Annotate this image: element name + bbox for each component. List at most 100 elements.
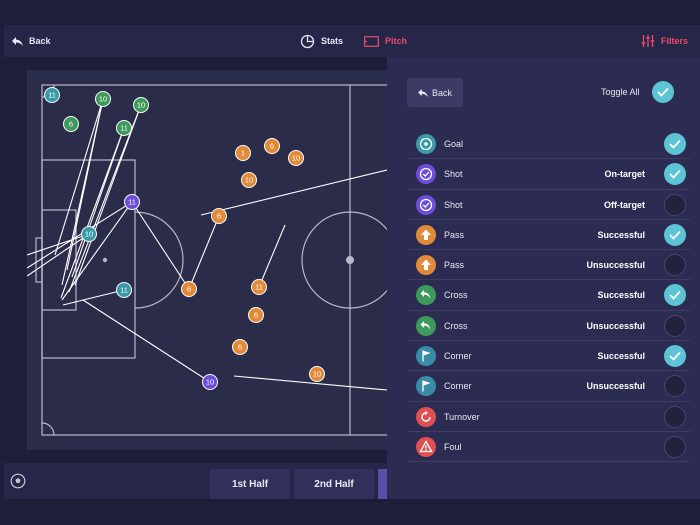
event-line [131,201,190,290]
filter-row-shot-on-target[interactable]: Shot On-target [407,159,690,190]
filter-checkbox[interactable] [664,193,686,216]
filter-row-corner-unsuccessful[interactable]: Corner Unsuccessful [407,371,690,402]
player-marker[interactable]: 6 [211,208,227,224]
filters-button[interactable]: Filters [641,25,688,57]
filter-checkbox[interactable] [664,435,686,458]
event-lines [27,98,387,391]
filter-checkbox[interactable] [664,375,686,398]
filter-checkbox[interactable] [664,133,686,155]
player-number: 10 [137,101,145,110]
player-number: 11 [48,91,56,100]
filter-label: Turnover [444,411,480,422]
goal-area [41,209,77,311]
corner-flag-icon [416,346,436,367]
filter-checkbox[interactable] [664,314,686,337]
player-number: 11 [120,286,128,295]
toggle-all-checkbox[interactable] [652,81,674,103]
player-marker[interactable]: 11 [116,120,132,136]
filter-row-corner-successful[interactable]: Corner Successful [407,341,690,372]
player-marker[interactable]: 10 [202,374,218,390]
filter-row-cross-successful[interactable]: Cross Successful [407,280,690,311]
player-marker[interactable]: 10 [241,172,257,188]
pitch-map: 11 10 10 6 11 11 10 11 1 6 10 10 6 6 11 6 6 10 10 [27,70,387,450]
toggle-all-label: Toggle All [601,87,640,97]
filter-row-pass-successful[interactable]: Pass Successful [407,220,690,251]
first-half-button[interactable]: 1st Half [210,469,290,499]
player-number: 11 [255,283,263,292]
goal [35,237,43,283]
filter-label: Foul [444,441,462,452]
filter-checkbox[interactable] [664,163,686,186]
corner-flag-icon [416,376,436,397]
filter-label: Pass [444,229,465,240]
football-icon[interactable] [10,473,26,489]
filter-sublabel: Off-target [604,199,645,210]
filter-sublabel: On-target [604,169,646,180]
player-marker[interactable]: 10 [309,366,325,382]
player-marker[interactable]: 10 [81,226,97,242]
filter-sublabel: Successful [597,351,645,362]
sliders-icon [641,35,655,47]
player-number: 10 [206,378,214,387]
second-half-button[interactable]: 2nd Half [294,469,374,499]
filter-row-pass-unsuccessful[interactable]: Pass Unsuccessful [407,250,690,281]
player-marker[interactable]: 10 [95,91,111,107]
filters-back-label: Back [431,87,452,98]
player-marker[interactable]: 11 [116,282,132,298]
event-line [61,98,104,286]
player-marker[interactable]: 11 [124,194,140,210]
filter-label: Cross [444,290,468,301]
filter-label: Cross [444,320,468,331]
player-marker[interactable]: 10 [288,150,304,166]
player-number: 10 [313,370,321,379]
back-label: Back [29,36,51,46]
checkmark-icon [669,139,681,149]
filters-back-button[interactable]: Back [407,78,463,107]
player-number: 6 [217,212,221,221]
filter-checkbox[interactable] [664,284,686,307]
player-marker[interactable]: 6 [181,281,197,297]
cross-icon [416,315,436,336]
player-marker[interactable]: 6 [232,339,248,355]
filter-label: Pass [444,260,465,271]
filter-sublabel: Unsuccessful [586,260,645,271]
filter-row-turnover[interactable]: Turnover [407,402,690,432]
filter-label: Goal [444,139,464,149]
player-marker[interactable]: 11 [44,87,60,103]
player-number: 1 [241,149,245,158]
event-line [68,104,142,293]
event-line [27,201,133,269]
player-marker[interactable]: 11 [251,279,267,295]
filter-checkbox[interactable] [664,223,686,246]
tab-pitch[interactable]: Pitch [364,25,407,57]
filter-row-goal[interactable]: Goal [407,129,690,160]
shot-icon [416,164,436,185]
filter-sublabel: Successful [597,290,645,301]
filter-row-shot-off-target[interactable]: Shot Off-target [407,190,690,220]
checkmark-icon [669,291,681,301]
player-marker[interactable]: 6 [248,307,264,323]
filters-panel: Back Toggle All Goal Shot On-target Shot Off… [387,57,700,499]
player-marker[interactable]: 1 [235,145,251,161]
back-button[interactable]: Back [12,25,51,57]
centre-circle [301,211,387,309]
filter-label: Corner [444,351,472,362]
filter-checkbox[interactable] [664,405,686,428]
goal-icon [416,134,436,154]
player-number: 6 [270,142,274,151]
player-marker[interactable]: 6 [264,138,280,154]
filter-row-cross-unsuccessful[interactable]: Cross Unsuccessful [407,311,690,342]
tab-stats[interactable]: Stats [300,25,343,57]
player-marker[interactable]: 10 [133,97,149,113]
filter-checkbox[interactable] [664,345,686,368]
checkmark-icon [657,87,669,97]
filter-checkbox[interactable] [664,254,686,277]
pie-chart-icon [300,34,315,48]
player-marker[interactable]: 6 [63,116,79,132]
toolbar: Back Stats Pitch Filters [4,25,700,57]
event-line [71,127,125,278]
player-number: 11 [120,124,128,133]
filter-row-foul[interactable]: Foul [407,432,690,463]
